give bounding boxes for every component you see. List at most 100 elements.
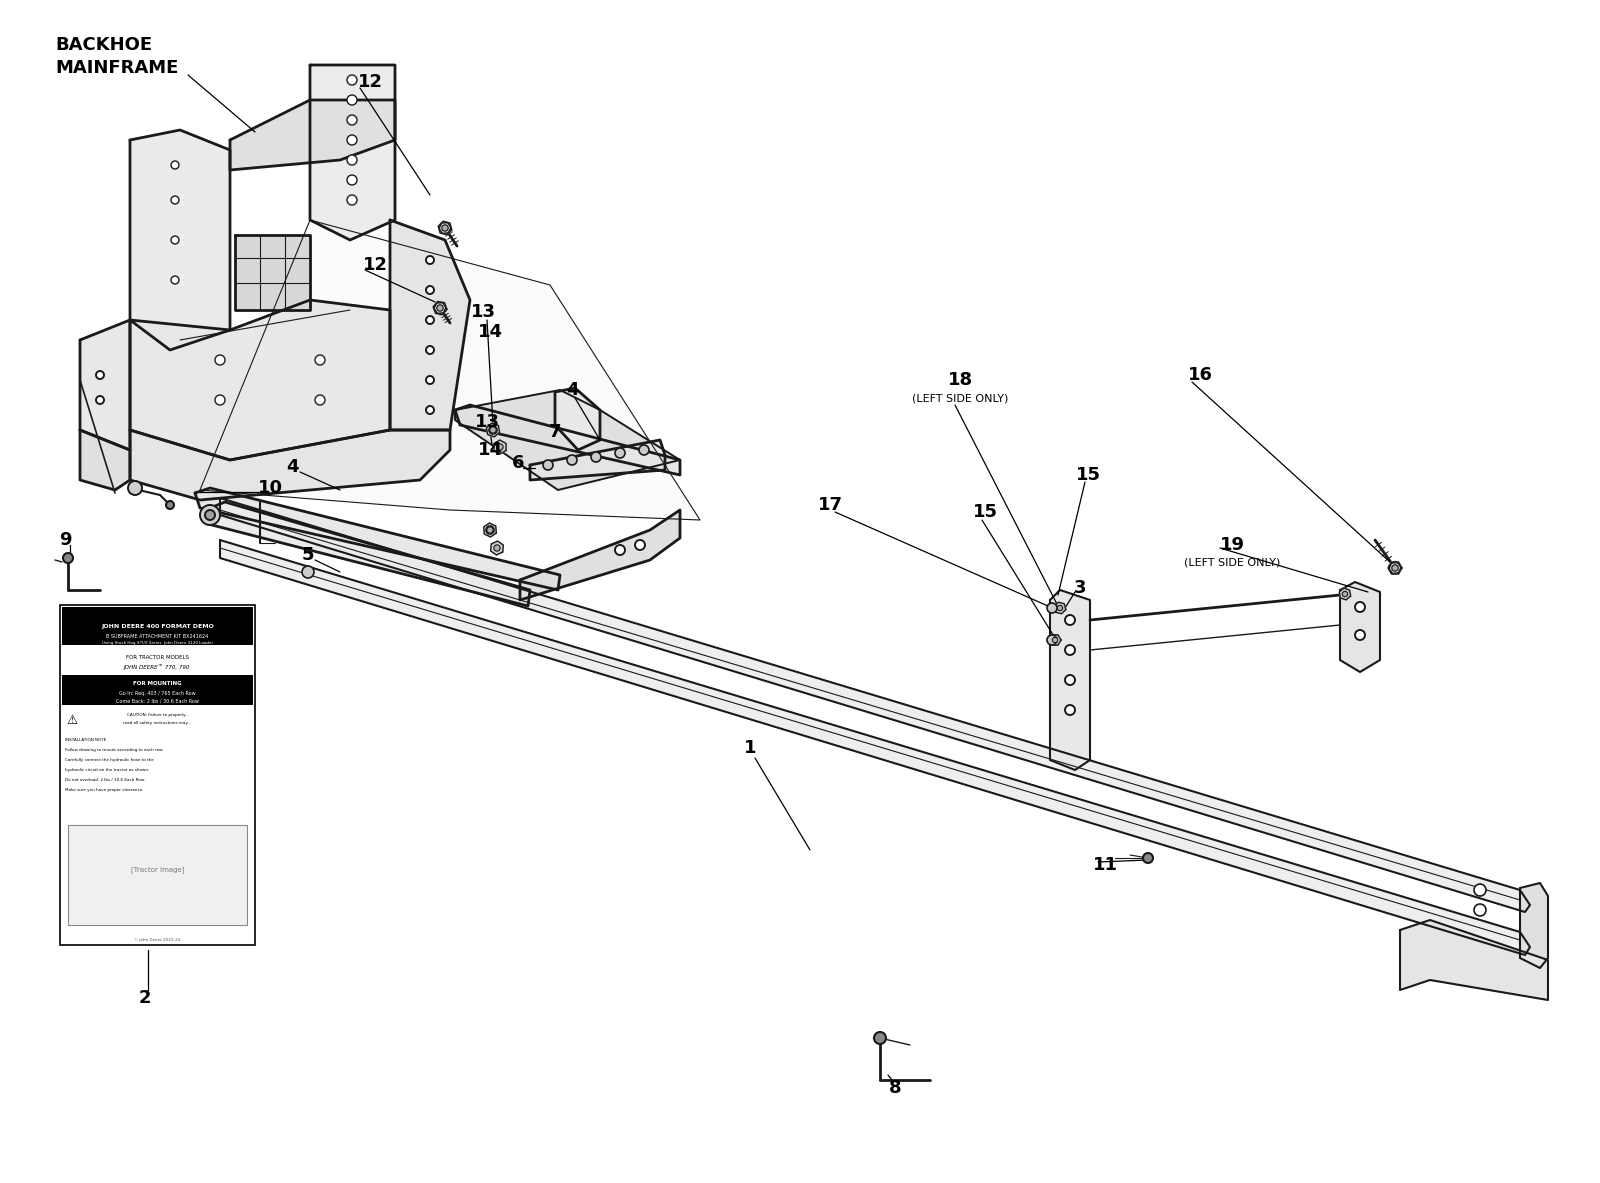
Circle shape (214, 355, 226, 366)
Text: FOR TRACTOR MODELS: FOR TRACTOR MODELS (126, 654, 189, 659)
Text: 9: 9 (59, 531, 72, 549)
Polygon shape (555, 388, 600, 450)
Text: Do not overload. 2 lbs / 30.6 Each Row.: Do not overload. 2 lbs / 30.6 Each Row. (66, 778, 146, 782)
Circle shape (486, 526, 493, 534)
Bar (62, 607, 253, 645)
Polygon shape (1050, 635, 1061, 645)
Text: 18: 18 (947, 371, 973, 389)
Circle shape (442, 225, 448, 231)
Text: Using Stock Hog X/Y/Z Series  John Deere 3120 Loader: Using Stock Hog X/Y/Z Series John Deere … (102, 641, 213, 645)
Circle shape (426, 376, 434, 384)
Bar (67, 825, 246, 925)
Polygon shape (483, 523, 496, 537)
Text: 17: 17 (818, 496, 843, 513)
Circle shape (426, 286, 434, 295)
Polygon shape (1054, 602, 1066, 614)
Text: (LEFT SIDE ONLY): (LEFT SIDE ONLY) (912, 393, 1008, 403)
Text: 6: 6 (512, 454, 525, 472)
Circle shape (128, 481, 142, 494)
Circle shape (1046, 603, 1058, 613)
Circle shape (347, 115, 357, 125)
Circle shape (442, 225, 448, 231)
Circle shape (490, 426, 498, 434)
Polygon shape (491, 541, 504, 555)
Circle shape (1355, 602, 1365, 612)
Text: Carefully connect the hydraulic hose to the: Carefully connect the hydraulic hose to … (66, 758, 154, 762)
Polygon shape (80, 319, 130, 450)
Text: 4: 4 (286, 458, 298, 476)
Circle shape (1392, 564, 1398, 571)
Text: 8: 8 (888, 1079, 901, 1097)
Circle shape (1355, 631, 1365, 640)
Circle shape (62, 552, 74, 563)
Text: 14: 14 (477, 441, 502, 459)
Text: 3: 3 (1074, 578, 1086, 597)
Circle shape (1066, 675, 1075, 685)
Polygon shape (200, 220, 701, 521)
Polygon shape (494, 440, 506, 454)
Polygon shape (80, 429, 130, 490)
Circle shape (566, 455, 578, 465)
Polygon shape (221, 539, 1530, 955)
Polygon shape (1339, 588, 1350, 600)
Polygon shape (1520, 883, 1549, 968)
Circle shape (437, 305, 443, 311)
Circle shape (171, 276, 179, 284)
Text: 14: 14 (477, 323, 502, 341)
Circle shape (494, 545, 501, 551)
Text: BACKHOE: BACKHOE (54, 35, 152, 54)
Polygon shape (1050, 590, 1090, 770)
Circle shape (486, 526, 494, 534)
Circle shape (498, 444, 502, 451)
Text: 19: 19 (1219, 536, 1245, 554)
Polygon shape (438, 221, 451, 234)
Text: Make sure you have proper clearance.: Make sure you have proper clearance. (66, 788, 144, 791)
Text: MAINFRAME: MAINFRAME (54, 59, 178, 77)
Text: CAUTION: Failure to properly...: CAUTION: Failure to properly... (126, 713, 189, 717)
Text: 12: 12 (363, 256, 387, 274)
Text: Come Back: 2 lbs / 30.6 Each Row: Come Back: 2 lbs / 30.6 Each Row (117, 698, 198, 704)
Text: B SUBFRAME ATTACHMENT KIT BX241624: B SUBFRAME ATTACHMENT KIT BX241624 (106, 634, 208, 639)
Text: INSTALLATION NOTE: INSTALLATION NOTE (66, 738, 106, 742)
Polygon shape (1389, 562, 1402, 574)
Circle shape (96, 396, 104, 405)
Text: read all safety instructions may...: read all safety instructions may... (123, 720, 192, 725)
Polygon shape (1389, 563, 1402, 574)
Text: Follow drawing to mount according to each row.: Follow drawing to mount according to eac… (66, 748, 163, 752)
Circle shape (347, 155, 357, 164)
Circle shape (171, 196, 179, 203)
Text: hydraulic circuit on the tractor as shown.: hydraulic circuit on the tractor as show… (66, 768, 149, 772)
Circle shape (166, 500, 174, 509)
Polygon shape (530, 440, 666, 480)
Text: JOHN DEERE 400 FORMAT DEMO: JOHN DEERE 400 FORMAT DEMO (101, 623, 214, 628)
Circle shape (614, 448, 626, 458)
Text: 5: 5 (302, 547, 314, 564)
Polygon shape (390, 220, 470, 429)
Circle shape (590, 452, 602, 463)
Text: FOR MOUNTING: FOR MOUNTING (133, 680, 182, 685)
Bar (61, 605, 254, 945)
Text: [Tractor Image]: [Tractor Image] (131, 867, 184, 873)
Bar (62, 675, 253, 705)
Circle shape (1066, 645, 1075, 655)
Polygon shape (130, 130, 230, 350)
Text: 1: 1 (744, 739, 757, 757)
Circle shape (315, 355, 325, 366)
Circle shape (1342, 592, 1347, 596)
Polygon shape (454, 405, 680, 476)
Polygon shape (438, 222, 451, 233)
Circle shape (347, 95, 357, 105)
Circle shape (638, 445, 650, 455)
Circle shape (426, 316, 434, 324)
Circle shape (205, 510, 214, 521)
Text: 11: 11 (1093, 856, 1117, 874)
Text: JOHN DEERE™ 770, 790: JOHN DEERE™ 770, 790 (125, 664, 190, 670)
Text: 10: 10 (258, 479, 283, 497)
Polygon shape (1341, 582, 1379, 672)
Polygon shape (434, 303, 446, 313)
Circle shape (1046, 635, 1058, 645)
Text: 13: 13 (475, 413, 499, 431)
Text: © John Deere 2023-24: © John Deere 2023-24 (134, 938, 181, 942)
Circle shape (171, 235, 179, 244)
Circle shape (347, 75, 357, 85)
